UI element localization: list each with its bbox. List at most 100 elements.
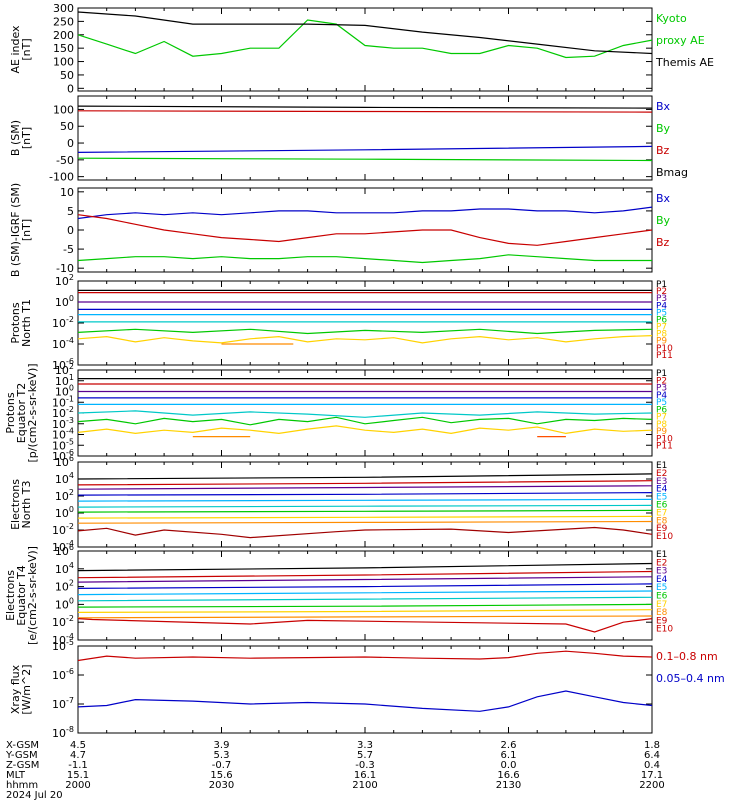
y-tick-label: 10-2 [52, 315, 74, 330]
series-line-e8 [77, 609, 653, 614]
legend-entry: P5 [656, 308, 667, 318]
y-tick-label: 102 [55, 488, 74, 503]
y-axis-label: Protons [9, 302, 22, 343]
x-tick-value: -0.7 [212, 760, 232, 771]
y-tick-label: 10-6 [52, 667, 74, 682]
series-line-p8 [77, 335, 653, 344]
y-tick-label: 0 [67, 82, 74, 95]
y-axis-label: Protons [4, 392, 17, 433]
y-tick-label: 10-2 [52, 522, 74, 537]
legend-entry: P4 [656, 391, 667, 401]
panel-8: 10-5 10-6 10-7 10-8 Xray flux[W/m^2] 0.1–0.8 … [9, 638, 725, 740]
y-tick-label: 100 [55, 505, 74, 520]
y-tick-label: 102 [55, 579, 74, 594]
x-tick-value: 5.3 [214, 750, 230, 761]
y-axis-label: B (SM) [9, 120, 22, 156]
x-tick-value: 0.4 [644, 760, 660, 771]
y-tick-label: 5 [67, 205, 74, 218]
legend-entry: E9 [656, 524, 668, 534]
legend-entry: P1 [656, 369, 667, 379]
y-tick-label: 0 [67, 224, 74, 237]
y-axis-label: B (SM)-IGRF (SM) [9, 183, 22, 277]
series-line-e1 [77, 473, 653, 480]
y-tick-label: -10 [56, 262, 74, 275]
legend-entry: E7 [656, 508, 667, 518]
legend-entry: Kyoto [656, 12, 687, 25]
legend-entry: E5 [656, 493, 667, 503]
legend-entry: P11 [656, 442, 673, 452]
legend-entry: Bx [656, 100, 671, 113]
x-tick-value: 3.9 [214, 740, 230, 751]
series-line-e3 [77, 485, 653, 490]
y-tick-label: 104 [55, 471, 74, 486]
legend-entry: E10 [656, 625, 673, 635]
legend-entry: P3 [656, 384, 667, 394]
series-line-p7 [77, 328, 653, 335]
legend-entry: P11 [656, 351, 673, 361]
y-axis-label: [W/m^2] [20, 664, 33, 714]
x-tick-value: 6.4 [644, 750, 660, 761]
series-line-e1 [77, 562, 653, 572]
y-axis-label: North T3 [20, 481, 33, 529]
legend-entry: P2 [656, 376, 667, 386]
series-line-e9 [77, 615, 653, 619]
x-tick-value: 6.1 [501, 750, 517, 761]
series-line-themis-ae [77, 11, 653, 55]
x-tick-value: 2200 [639, 780, 664, 791]
legend-entry: E4 [656, 575, 668, 585]
series-line-bmag [77, 105, 653, 109]
legend-entry: P1 [656, 280, 667, 290]
legend-entry: 0.1–0.8 nm [656, 650, 718, 663]
x-tick-value: 2130 [496, 780, 521, 791]
x-tick-value: 4.7 [70, 750, 86, 761]
y-axis-label: Equator T4 [15, 565, 28, 625]
y-tick-label: 106 [55, 454, 74, 469]
legend-entry: By [656, 122, 671, 135]
y-tick-label: 106 [55, 543, 74, 558]
series-line-0-1-0-8-nm [77, 650, 653, 662]
legend-entry: P10 [656, 344, 673, 354]
y-tick-label: 0 [67, 137, 74, 150]
legend-entry: E1 [656, 461, 667, 471]
y-axis-label: [p/(cm2-s-sr-keV)] [26, 363, 39, 462]
legend-entry: P7 [656, 323, 667, 333]
y-tick-label: 104 [55, 561, 74, 576]
series-line-bx [77, 145, 653, 153]
legend-entry: P5 [656, 398, 667, 408]
series-line-p6 [77, 410, 653, 418]
series-line-e8 [77, 515, 653, 519]
legend-entry: E3 [656, 567, 667, 577]
panel-frame [77, 280, 653, 366]
panel-frame [77, 645, 653, 734]
series-line-bz [77, 110, 653, 113]
y-axis-label: [e/(cm2-s-sr-keV)] [26, 546, 39, 645]
series-line-e10 [77, 526, 653, 539]
series-line-e7 [77, 509, 653, 513]
legend-entry: E5 [656, 583, 667, 593]
series-line-e6 [77, 596, 653, 602]
legend-entry: Bz [656, 144, 670, 157]
panel-3: -10 -5 0 5 10 B (SM)-IGRF (SM)[nT] Bx By Bz [9, 183, 671, 277]
legend-entry: P8 [656, 420, 667, 430]
y-tick-label: 100 [53, 56, 74, 69]
series-line-e5 [77, 498, 653, 502]
legend-entry: P9 [656, 427, 667, 437]
legend-entry: P2 [656, 287, 667, 297]
y-tick-label: 150 [53, 42, 74, 55]
series-line-e2 [77, 570, 653, 579]
legend-entry: E6 [656, 592, 668, 602]
y-axis-label: AE index [9, 25, 22, 74]
legend-entry: Bmag [656, 166, 688, 179]
y-tick-label: 250 [53, 15, 74, 28]
y-axis-label: Electrons [9, 479, 22, 530]
date-label: 2024 Jul 20 [6, 790, 63, 800]
legend-entry: E9 [656, 616, 668, 626]
panel-frame [77, 95, 653, 181]
legend-entry: E6 [656, 501, 668, 511]
y-tick-label: 50 [60, 120, 74, 133]
x-tick-value: -1.1 [68, 760, 88, 771]
series-line-p8 [77, 425, 653, 435]
